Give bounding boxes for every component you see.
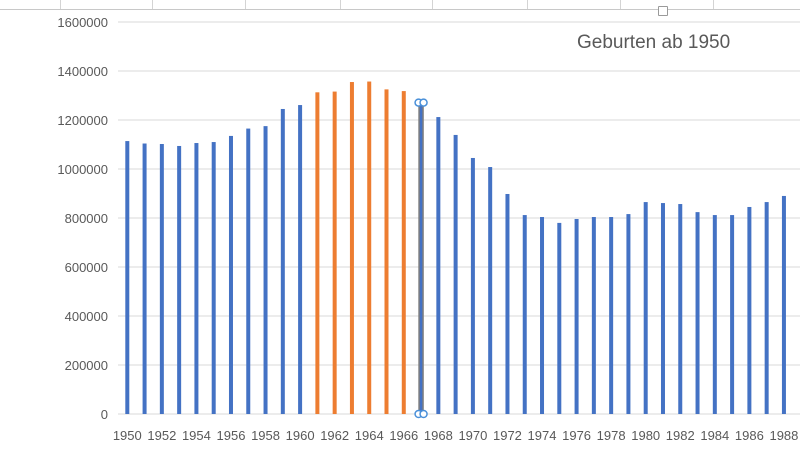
bar-1971[interactable] bbox=[488, 167, 493, 414]
y-tick-label: 200000 bbox=[65, 358, 108, 373]
x-tick-label: 1986 bbox=[735, 428, 764, 443]
x-tick-label: 1974 bbox=[528, 428, 557, 443]
bar-1975[interactable] bbox=[557, 222, 562, 414]
bar-1986[interactable] bbox=[747, 206, 752, 414]
selection-handle[interactable] bbox=[419, 409, 428, 419]
spreadsheet-row-border bbox=[0, 9, 800, 10]
y-tick-label: 600000 bbox=[65, 260, 108, 275]
x-tick-label: 1982 bbox=[666, 428, 695, 443]
bar-1951[interactable] bbox=[142, 143, 147, 414]
y-tick-label: 1400000 bbox=[57, 64, 108, 79]
spreadsheet-column-separator bbox=[713, 0, 714, 9]
bar-1983[interactable] bbox=[695, 212, 700, 414]
bar-chart[interactable]: 0 200000 400000 600000 800000 1000000 1200000 1… bbox=[0, 12, 800, 471]
bar-1978[interactable] bbox=[609, 217, 614, 414]
y-tick-label: 400000 bbox=[65, 309, 108, 324]
bar-1976[interactable] bbox=[574, 218, 579, 414]
bar-1973[interactable] bbox=[522, 215, 527, 414]
bar-1955[interactable] bbox=[211, 142, 216, 415]
bar-1977[interactable] bbox=[591, 217, 596, 414]
y-tick-label: 1200000 bbox=[57, 113, 108, 128]
bar-1979[interactable] bbox=[626, 214, 631, 414]
selection-handle[interactable] bbox=[419, 98, 428, 107]
x-axis-labels: 1950 1952 1954 1956 1958 1960 1962 1964 1966 1968… bbox=[113, 428, 799, 443]
bar-1988[interactable] bbox=[781, 195, 786, 414]
bar-series[interactable] bbox=[125, 81, 786, 415]
x-tick-label: 1962 bbox=[320, 428, 349, 443]
x-tick-label: 1972 bbox=[493, 428, 522, 443]
x-tick-label: 1980 bbox=[631, 428, 660, 443]
x-tick-label: 1954 bbox=[182, 428, 211, 443]
x-tick-label: 1978 bbox=[597, 428, 626, 443]
spreadsheet-column-separator bbox=[620, 0, 621, 9]
x-tick-label: 1958 bbox=[251, 428, 280, 443]
spreadsheet-column-separator bbox=[245, 0, 246, 9]
spreadsheet-column-separator bbox=[60, 0, 61, 9]
x-tick-label: 1968 bbox=[424, 428, 453, 443]
bar-1950[interactable] bbox=[125, 141, 130, 414]
bar-1960[interactable] bbox=[298, 105, 303, 415]
bar-1963[interactable] bbox=[349, 82, 354, 415]
bar-1964[interactable] bbox=[367, 81, 372, 414]
x-tick-label: 1966 bbox=[389, 428, 418, 443]
bar-1954[interactable] bbox=[194, 143, 199, 414]
bar-1980[interactable] bbox=[643, 202, 648, 414]
spreadsheet-column-separator bbox=[432, 0, 433, 9]
bar-1961[interactable] bbox=[315, 92, 320, 414]
bar-1985[interactable] bbox=[730, 215, 735, 414]
spreadsheet-column-separator bbox=[152, 0, 153, 9]
bar-1959[interactable] bbox=[280, 108, 285, 414]
selection-handles[interactable] bbox=[414, 98, 428, 419]
x-tick-label: 1970 bbox=[458, 428, 487, 443]
spreadsheet-column-separator bbox=[527, 0, 528, 9]
x-tick-label: 1960 bbox=[286, 428, 315, 443]
x-tick-label: 1964 bbox=[355, 428, 384, 443]
bar-1969[interactable] bbox=[453, 134, 458, 414]
y-tick-label: 1000000 bbox=[57, 162, 108, 177]
bar-1982[interactable] bbox=[678, 204, 683, 414]
y-tick-label: 1600000 bbox=[57, 15, 108, 30]
bar-1987[interactable] bbox=[764, 202, 769, 414]
bar-1981[interactable] bbox=[660, 203, 665, 414]
spreadsheet-header-strip bbox=[0, 0, 800, 12]
bar-1984[interactable] bbox=[712, 215, 717, 414]
chart-title[interactable]: Geburten ab 1950 bbox=[577, 32, 730, 53]
bar-1970[interactable] bbox=[470, 157, 475, 414]
x-tick-label: 1956 bbox=[217, 428, 246, 443]
y-axis-labels: 0 200000 400000 600000 800000 1000000 1200000 1… bbox=[57, 15, 108, 422]
chart-resize-handle[interactable] bbox=[658, 6, 668, 16]
chart-area[interactable]: 0 200000 400000 600000 800000 1000000 1200000 1… bbox=[0, 12, 800, 471]
bar-1956[interactable] bbox=[228, 135, 233, 415]
bar-1965[interactable] bbox=[384, 89, 389, 414]
x-tick-label: 1988 bbox=[769, 428, 798, 443]
x-tick-label: 1984 bbox=[700, 428, 729, 443]
bar-1967[interactable] bbox=[418, 101, 424, 415]
bar-1952[interactable] bbox=[159, 144, 164, 414]
bar-1958[interactable] bbox=[263, 126, 268, 414]
spreadsheet-column-separator bbox=[340, 0, 341, 9]
bar-1953[interactable] bbox=[177, 145, 182, 414]
bar-1966[interactable] bbox=[401, 91, 406, 414]
x-tick-label: 1952 bbox=[147, 428, 176, 443]
x-tick-label: 1950 bbox=[113, 428, 142, 443]
y-tick-label: 0 bbox=[101, 407, 108, 422]
bar-1974[interactable] bbox=[540, 217, 545, 414]
bar-1962[interactable] bbox=[332, 91, 337, 414]
bar-1968[interactable] bbox=[436, 117, 441, 414]
x-tick-label: 1976 bbox=[562, 428, 591, 443]
y-tick-label: 800000 bbox=[65, 211, 108, 226]
bar-1957[interactable] bbox=[246, 128, 251, 414]
bar-1972[interactable] bbox=[505, 193, 510, 414]
